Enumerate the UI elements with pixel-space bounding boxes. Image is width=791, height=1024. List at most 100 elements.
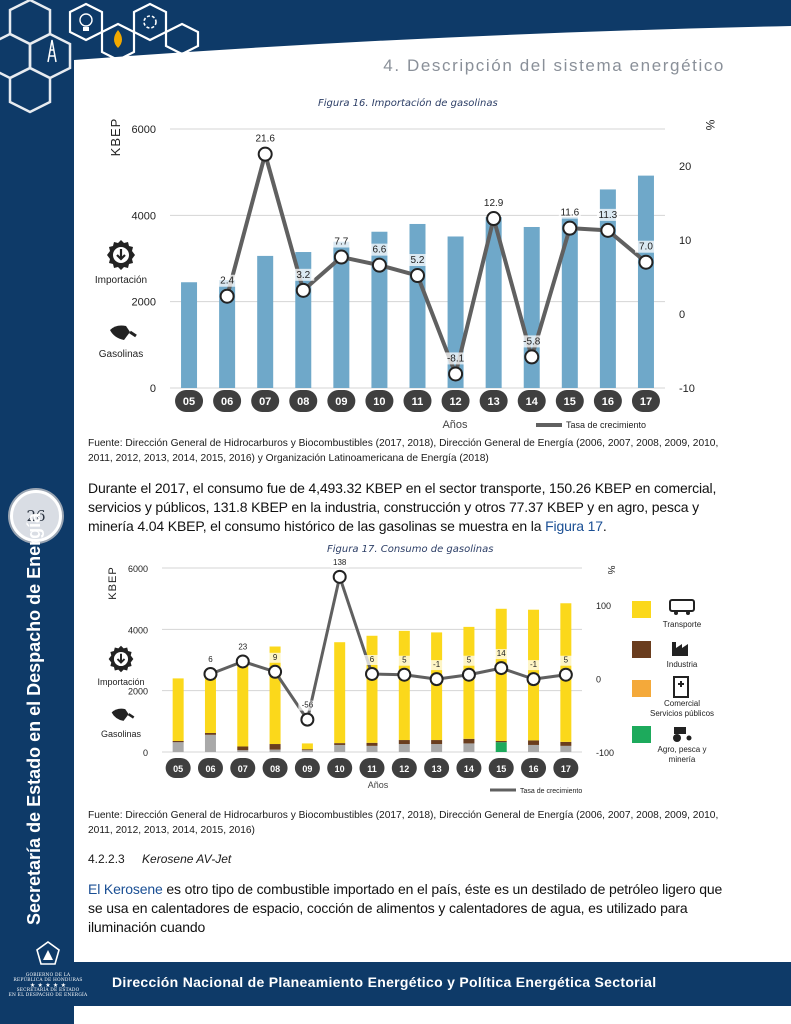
category-label: 10 bbox=[335, 764, 345, 774]
bar bbox=[463, 743, 475, 752]
legend-line-label: Tasa de crecimiento bbox=[520, 788, 582, 795]
bar bbox=[366, 745, 378, 752]
y2-tick-label: 0 bbox=[679, 309, 685, 321]
growth-point bbox=[332, 569, 347, 584]
category-label: 12 bbox=[399, 764, 409, 774]
category-label: 09 bbox=[335, 396, 347, 408]
bar bbox=[269, 744, 281, 750]
data-label-bg bbox=[292, 268, 315, 281]
data-label-bg bbox=[634, 240, 657, 253]
category-label: 05 bbox=[183, 396, 195, 408]
data-label-bg bbox=[596, 208, 619, 221]
category-pill bbox=[262, 758, 288, 778]
fuel-nozzle-icon bbox=[111, 708, 135, 721]
y2-axis-title: % bbox=[605, 566, 616, 575]
y-tick-label: 6000 bbox=[128, 564, 148, 574]
growth-point bbox=[333, 249, 349, 265]
y2-tick-label: -100 bbox=[596, 748, 614, 758]
x-axis-title: Años bbox=[368, 780, 389, 790]
data-label-bg bbox=[492, 649, 511, 660]
growth-point bbox=[638, 254, 654, 270]
category-pill bbox=[294, 758, 320, 778]
category-pill bbox=[359, 758, 385, 778]
figure17-link[interactable]: Figura 17 bbox=[545, 518, 603, 534]
factory-icon bbox=[672, 642, 688, 656]
category-label: 05 bbox=[173, 764, 183, 774]
growth-point bbox=[562, 220, 578, 236]
y2-axis-title: % bbox=[703, 120, 717, 131]
category-pill bbox=[517, 390, 546, 412]
section-heading: 4.2.2.3 Kerosene AV-Jet bbox=[88, 852, 231, 866]
data-label: 7.0 bbox=[639, 242, 653, 253]
bar bbox=[463, 626, 475, 739]
category-pill bbox=[365, 390, 394, 412]
legend-label: Agro, pesca y bbox=[658, 745, 707, 754]
growth-point bbox=[429, 672, 444, 687]
gear-icon bbox=[143, 15, 157, 29]
growth-point bbox=[219, 288, 235, 304]
government-seal: GOBIERNO DE LA REPÚBLICA DE HONDURAS ★ ★… bbox=[8, 940, 88, 998]
category-pill bbox=[230, 758, 256, 778]
bar bbox=[528, 740, 540, 745]
data-label-bg bbox=[444, 352, 467, 365]
bar bbox=[431, 740, 443, 745]
data-label: 14 bbox=[497, 649, 506, 658]
data-label-bg bbox=[201, 654, 220, 665]
figure17-title: Figura 17. Consumo de gasolinas bbox=[327, 544, 494, 555]
category-pill bbox=[165, 758, 191, 778]
bar bbox=[237, 750, 249, 752]
fuel-label: Gasolinas bbox=[100, 729, 142, 739]
growth-point bbox=[365, 666, 379, 681]
y-axis-title: KBEP bbox=[107, 566, 119, 599]
data-label: -1 bbox=[530, 660, 538, 669]
category-label: 14 bbox=[526, 396, 539, 408]
y-tick-label: 2000 bbox=[132, 297, 156, 309]
legend-label: minería bbox=[669, 755, 696, 764]
data-label-bg bbox=[524, 660, 543, 671]
data-label-bg bbox=[556, 655, 575, 666]
growth-point bbox=[203, 666, 218, 681]
growth-point bbox=[371, 257, 387, 273]
category-label: 09 bbox=[302, 764, 312, 774]
bar bbox=[560, 745, 572, 752]
growth-line bbox=[209, 575, 567, 722]
data-label: 3.2 bbox=[296, 270, 310, 281]
light-bulb-icon bbox=[79, 13, 93, 31]
category-label: 16 bbox=[602, 396, 614, 408]
category-pill bbox=[327, 390, 356, 412]
bus-icon bbox=[669, 599, 695, 615]
category-label: 15 bbox=[564, 396, 576, 408]
bar bbox=[334, 744, 346, 752]
category-pill bbox=[251, 390, 280, 412]
y2-tick-label: 10 bbox=[679, 235, 691, 247]
category-label: 14 bbox=[464, 764, 474, 774]
y2-tick-label: 20 bbox=[679, 161, 691, 173]
y2-tick-label: 0 bbox=[596, 674, 601, 684]
data-label-bg bbox=[395, 655, 414, 666]
x-axis-title: Años bbox=[442, 419, 468, 431]
bar bbox=[560, 741, 572, 746]
bar bbox=[528, 744, 540, 752]
bar bbox=[237, 746, 249, 751]
footer-bar bbox=[74, 962, 791, 1006]
page-number-badge: 26 bbox=[10, 490, 62, 542]
figure17-fuel-group: Gasolinas bbox=[86, 704, 156, 739]
y-axis-title: KBEP bbox=[108, 118, 123, 157]
data-label-bg bbox=[216, 274, 239, 287]
category-pill bbox=[456, 758, 482, 778]
category-pill bbox=[213, 390, 242, 412]
fuel-nozzle-icon bbox=[110, 325, 137, 340]
category-pill bbox=[403, 390, 432, 412]
bar bbox=[599, 189, 616, 388]
category-pill bbox=[424, 758, 450, 778]
y-tick-label: 6000 bbox=[132, 124, 156, 136]
category-pill bbox=[391, 758, 417, 778]
growth-point bbox=[295, 282, 311, 298]
paragraph-consumption: Durante el 2017, el consumo fue de 4,493… bbox=[88, 479, 728, 536]
data-label: 6 bbox=[370, 655, 375, 664]
data-label: 12.9 bbox=[484, 198, 504, 209]
seal-line-2: REPÚBLICA DE HONDURAS bbox=[13, 978, 83, 983]
growth-point bbox=[600, 222, 616, 238]
category-pill bbox=[479, 390, 508, 412]
seal-stars: ★ ★ ★ ★ ★ bbox=[29, 982, 67, 989]
